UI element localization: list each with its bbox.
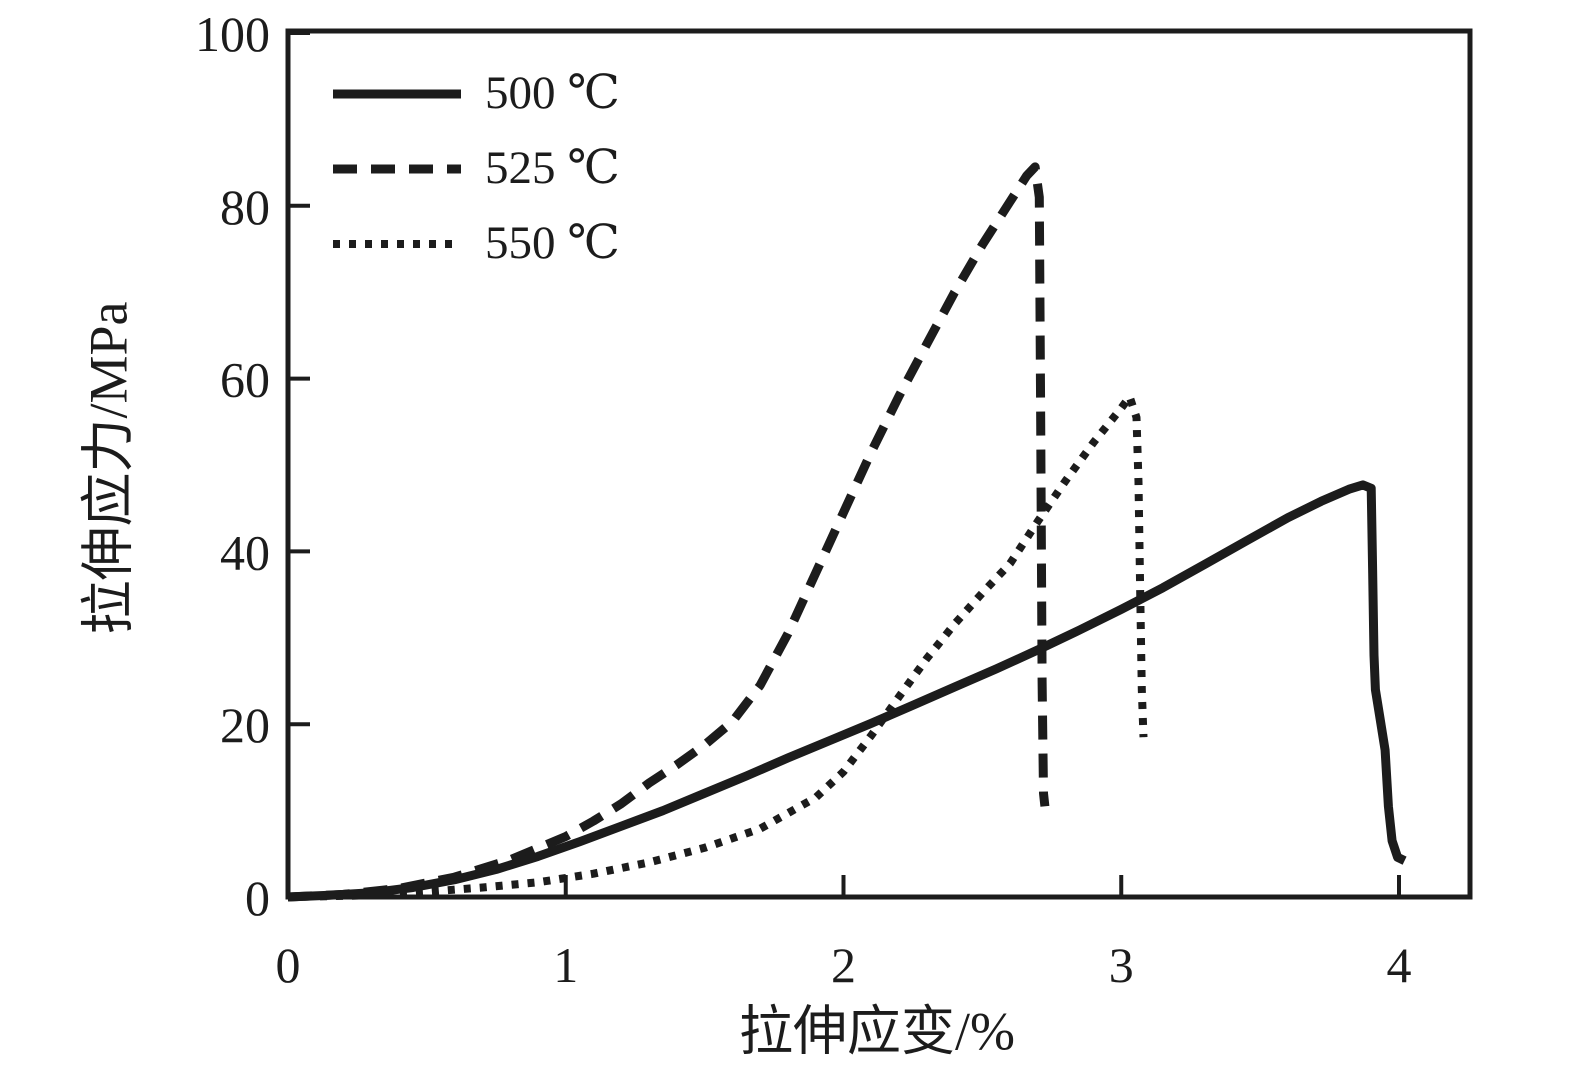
legend-label-500c: 500 ℃ xyxy=(485,67,620,119)
legend-label-550c: 550 ℃ xyxy=(485,217,620,269)
legend-item-550c: 550 ℃ xyxy=(333,206,620,281)
legend-label-525c: 525 ℃ xyxy=(485,142,620,194)
x-axis-title: 拉伸应变/% xyxy=(739,1001,1015,1062)
x-tick-label-0: 0 xyxy=(276,937,301,993)
plot-frame xyxy=(285,28,1473,900)
y-tick-label-0: 0 xyxy=(245,870,270,926)
legend-item-525c: 525 ℃ xyxy=(333,131,620,206)
x-tick-label-1: 1 xyxy=(553,937,578,993)
y-tick-label-60: 60 xyxy=(220,352,270,408)
curve-500c xyxy=(287,480,1407,902)
curve-525c xyxy=(287,162,1050,902)
x-tick-label-3: 3 xyxy=(1109,937,1134,993)
legend-line-dotted-icon xyxy=(333,239,461,248)
legend-line-dashed-icon xyxy=(333,164,461,173)
curve-550c xyxy=(287,392,1148,901)
y-tick-label-100: 100 xyxy=(195,6,270,62)
y-tick-label-20: 20 xyxy=(220,697,270,753)
x-tick-label-2: 2 xyxy=(831,937,856,993)
y-tick-label-80: 80 xyxy=(220,179,270,235)
legend-line-solid-icon xyxy=(333,89,461,98)
x-tick-label-4: 4 xyxy=(1387,937,1412,993)
y-tick-label-40: 40 xyxy=(220,524,270,580)
legend: 500 ℃ 525 ℃ 550 ℃ xyxy=(333,56,620,281)
legend-item-500c: 500 ℃ xyxy=(333,56,620,131)
y-axis-title: 拉伸应力/MPa xyxy=(78,301,139,635)
